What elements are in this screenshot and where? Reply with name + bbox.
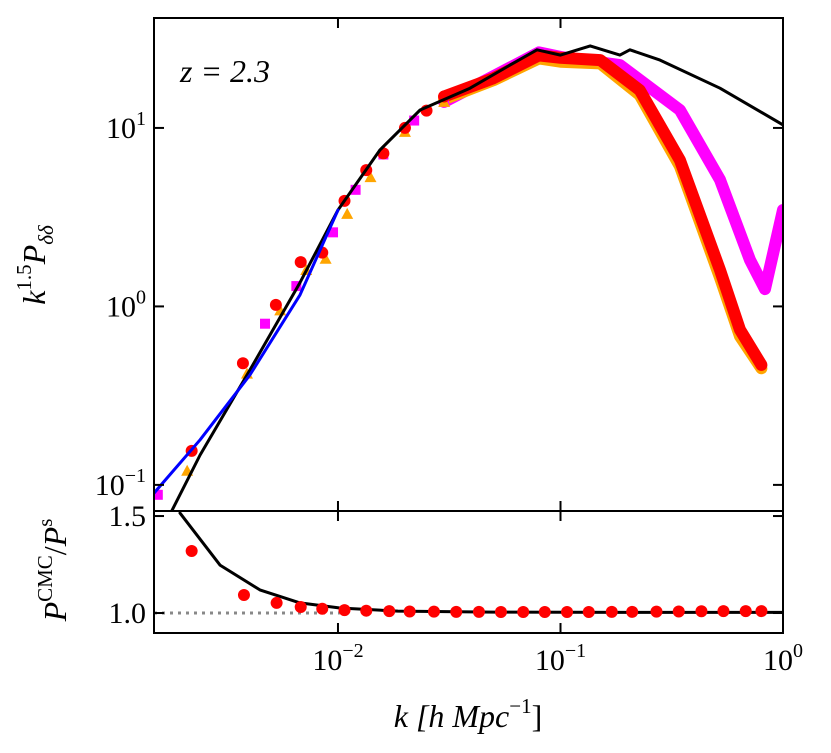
tick-base: 10 bbox=[106, 112, 136, 145]
point bbox=[260, 318, 271, 329]
point bbox=[409, 115, 420, 126]
point bbox=[626, 605, 639, 618]
tick-base: 10 bbox=[312, 644, 342, 677]
point bbox=[494, 606, 507, 619]
point bbox=[360, 604, 373, 617]
label-base: k bbox=[16, 290, 52, 305]
tick-base: 10 bbox=[535, 644, 565, 677]
x-tick-label: 10−1 bbox=[535, 640, 586, 677]
label-sup: s bbox=[33, 519, 57, 527]
point bbox=[319, 252, 332, 264]
point bbox=[270, 596, 283, 609]
tick-base: 1.5 bbox=[109, 500, 147, 533]
point bbox=[695, 605, 708, 618]
tick-base: 10 bbox=[763, 644, 793, 677]
point bbox=[582, 606, 595, 619]
label-base: P bbox=[37, 527, 73, 548]
tick-exponent: −2 bbox=[342, 640, 363, 662]
label-sup: CMC bbox=[33, 555, 57, 602]
tick-exponent: 0 bbox=[793, 640, 803, 662]
point bbox=[341, 207, 354, 219]
label-sup: −1 bbox=[509, 694, 531, 718]
point bbox=[450, 605, 463, 618]
point bbox=[350, 184, 361, 195]
point bbox=[398, 121, 411, 134]
simulation-band bbox=[438, 46, 783, 296]
point bbox=[403, 605, 416, 618]
point bbox=[717, 605, 730, 618]
point bbox=[364, 171, 377, 183]
tick-exponent: 1 bbox=[136, 108, 146, 130]
label-sup: 1.5 bbox=[12, 264, 36, 290]
point bbox=[154, 489, 163, 500]
point bbox=[338, 604, 351, 617]
curve bbox=[154, 208, 340, 495]
tick-exponent: −1 bbox=[125, 465, 146, 487]
x-axis-label: k [h Mpc−1] bbox=[394, 694, 543, 734]
tick-exponent: −1 bbox=[565, 640, 586, 662]
point bbox=[517, 606, 530, 619]
point bbox=[236, 357, 249, 370]
annotation: z = 2.3 bbox=[179, 53, 270, 89]
plot-area bbox=[154, 511, 783, 619]
label-base: P bbox=[37, 602, 73, 623]
tick-base: 10 bbox=[106, 290, 136, 323]
point bbox=[294, 601, 307, 614]
point bbox=[561, 606, 574, 619]
point bbox=[316, 602, 329, 615]
y-tick-label: 101 bbox=[106, 108, 146, 145]
point bbox=[269, 298, 282, 311]
simulation-band bbox=[438, 49, 768, 371]
point bbox=[650, 605, 663, 618]
point bbox=[739, 605, 752, 618]
tick-exponent: 0 bbox=[136, 286, 146, 308]
label-sub: δδ bbox=[34, 224, 58, 245]
point bbox=[328, 227, 339, 238]
point bbox=[383, 605, 396, 618]
curve bbox=[170, 44, 783, 511]
curve bbox=[178, 511, 783, 614]
label-close: ] bbox=[532, 698, 543, 734]
point bbox=[672, 605, 685, 618]
label-slash: / bbox=[37, 546, 73, 555]
y-tick-label: 100 bbox=[106, 286, 146, 323]
tick-base: 10 bbox=[95, 469, 125, 502]
y-tick-label: 1.0 bbox=[109, 597, 147, 630]
plot-area bbox=[154, 44, 783, 511]
label-base: P bbox=[16, 245, 52, 266]
label-text: k [h Mpc bbox=[394, 698, 510, 734]
point bbox=[427, 605, 440, 618]
point bbox=[538, 606, 551, 619]
y-axis-label: k1.5Pδδ bbox=[12, 224, 58, 305]
point bbox=[185, 544, 198, 557]
y-axis-label: PCMC/Ps bbox=[33, 519, 73, 623]
point bbox=[294, 256, 307, 269]
point bbox=[472, 605, 485, 618]
x-tick-label: 100 bbox=[763, 640, 803, 677]
axes-frame bbox=[153, 510, 784, 634]
y-tick-label: 10−1 bbox=[95, 465, 146, 502]
point bbox=[605, 605, 618, 618]
simulation-band bbox=[438, 52, 768, 375]
x-tick-label: 10−2 bbox=[312, 640, 363, 677]
point bbox=[755, 605, 768, 618]
y-tick-label: 1.5 bbox=[109, 500, 147, 533]
point bbox=[237, 588, 250, 601]
tick-base: 1.0 bbox=[109, 597, 147, 630]
